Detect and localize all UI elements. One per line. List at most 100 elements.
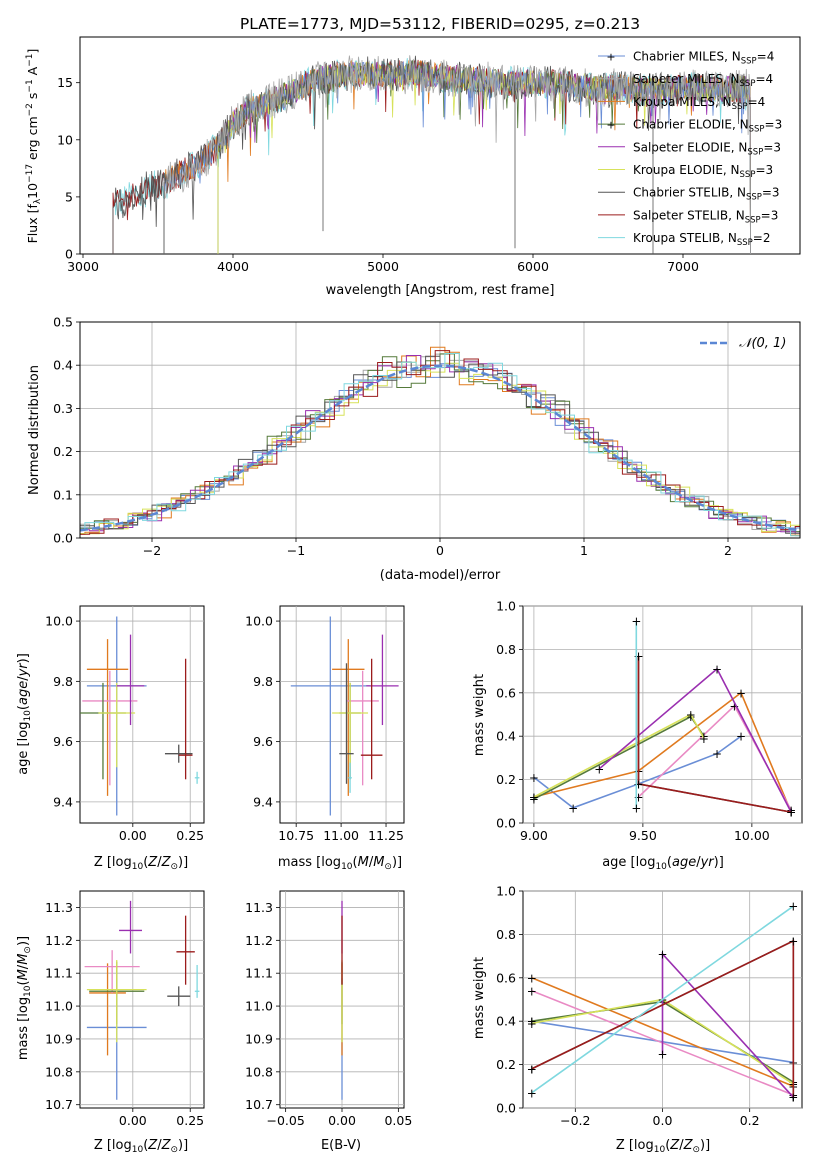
residuals-xtick-label: 2 (724, 543, 732, 558)
massEbv-ytick-label: 11.1 (245, 966, 273, 981)
weightAge-xtick-label: 10.00 (734, 828, 770, 843)
weightZ-point-marker: + (527, 971, 537, 985)
ageZ-ylabel: age [log10(age/yr)] (16, 653, 33, 775)
ageZ-ytick-label: 9.6 (53, 734, 73, 749)
residuals-xtick-label: 0 (436, 543, 444, 558)
weightAge-point-marker: + (529, 793, 539, 807)
weightZ-ytick-label: 1.0 (496, 884, 516, 899)
legend-label: Chabrier STELIB, NSSP=3 (633, 186, 780, 203)
ageMass-ytick-label: 9.4 (253, 794, 273, 809)
weightAge-point-marker: + (786, 806, 796, 820)
massEbv-xtick-label: −0.05 (266, 1113, 304, 1128)
massEbv-ytick-label: 10.7 (245, 1097, 273, 1112)
spectrum-xtick-label: 3000 (67, 259, 99, 274)
spectrum-lines (112, 55, 751, 255)
weightAge-point-marker: + (633, 790, 643, 804)
legend-label: Salpeter STELIB, NSSP=3 (633, 208, 778, 225)
weightAge-point-marker: + (529, 790, 539, 804)
massEbv-ytick-label: 11.0 (245, 999, 273, 1014)
spectrum-ytick-label: 10 (57, 132, 73, 147)
legend-marker: + (606, 51, 615, 64)
massZ-xtick-label: 0.25 (176, 1113, 204, 1128)
ageZ-ytick-label: 9.8 (53, 674, 73, 689)
massZ-xlabel: Z [log10(Z/Z⊙)] (94, 1138, 188, 1155)
massEbv-panel: −0.05 0.00 0.05 10.7 10.8 10.9 11.0 11.1 11.2 11.… (245, 890, 412, 1128)
weightAge-series-line (637, 655, 792, 813)
weightZ-point-marker: + (788, 1091, 798, 1105)
weightAge-point-marker: + (786, 806, 796, 820)
weightZ-point-marker: + (788, 900, 798, 914)
weightAge-point-marker: + (631, 615, 641, 629)
weightZ-ytick-label: 0.0 (496, 1101, 516, 1116)
legend-label: Salpeter ELODIE, NSSP=3 (633, 140, 781, 157)
weightZ-ytick-label: 0.2 (496, 1057, 516, 1072)
weightZ-series-line (531, 939, 795, 1098)
legend-label: Chabrier ELODIE, NSSP=3 (633, 118, 782, 135)
weightZ-point-marker: + (657, 1047, 667, 1061)
ageZ-ytick-label: 10.0 (45, 614, 73, 629)
ageMass-ytick-label: 9.6 (253, 734, 273, 749)
legend-marker: + (606, 119, 615, 132)
weightAge-point-marker: + (633, 649, 643, 663)
ageZ-xlabel: Z [log10(Z/Z⊙)] (94, 855, 188, 872)
ageZ-xtick-label: 0.25 (176, 828, 204, 843)
spectrum-xtick-label: 4000 (217, 259, 249, 274)
massEbv-ytick-label: 10.9 (245, 1031, 273, 1046)
weightZ-point-marker: + (527, 984, 537, 998)
massEbv-ytick-label: 10.8 (245, 1064, 273, 1079)
massEbv-xtick-label: 0.00 (328, 1113, 356, 1128)
weightZ-point-marker: + (788, 1091, 798, 1105)
figure-title: PLATE=1773, MJD=53112, FIBERID=0295, z=0… (240, 15, 640, 33)
massZ-ytick-label: 10.7 (45, 1097, 73, 1112)
spectrum-xtick-label: 6000 (517, 259, 549, 274)
ageMass-panel: 10.75 11.00 11.25 9.4 9.6 9.8 10.0 (245, 605, 405, 843)
weightAge-xtick-label: 9.50 (629, 828, 657, 843)
residuals-xlabel: (data-model)/error (380, 568, 501, 583)
ageZ-xtick-label: 0.00 (119, 828, 147, 843)
weightZ-panel: −0.2 0.0 0.20.00.20.40.60.81.0++++++++++++… (496, 884, 803, 1128)
weightZ-ylabel: mass weight (472, 957, 487, 1039)
legend-label: Kroupa ELODIE, NSSP=3 (633, 163, 773, 180)
spectrum-xtick-label: 7000 (667, 259, 699, 274)
massZ-panel: 0.00 0.25 10.7 10.8 10.9 11.0 11.1 11.2 11.3 (45, 890, 205, 1128)
spectrum-legend: + Chabrier MILES, NSSP=4 Salpeter MILES, N… (598, 50, 782, 248)
weightAge-point-marker: + (699, 732, 709, 746)
ageZ-axes-frame (79, 605, 205, 824)
massZ-ylabel: mass [log10(M/M⊙)] (16, 936, 33, 1060)
massZ-ytick-label: 11.1 (45, 966, 73, 981)
weightAge-series-line (533, 691, 792, 813)
weightAge-point-marker: + (529, 771, 539, 785)
weightAge-point-marker: + (736, 686, 746, 700)
weightAge-ytick-label: 0.6 (496, 685, 516, 700)
spectrum-ylabel: Flux [fλ10−17 erg cm−2 s−1 A−1] (25, 49, 43, 244)
weightAge-point-marker: + (729, 699, 739, 713)
legend-label: Kroupa MILES, NSSP=4 (633, 95, 765, 112)
ageMass-xtick-label: 10.75 (278, 828, 314, 843)
residuals-ticks: −2 −1 0 1 2 0.0 0.1 0.2 0.3 0.4 0.5 (53, 315, 732, 559)
weightZ-point-marker: + (527, 1015, 537, 1029)
weightZ-point-marker: + (788, 1091, 798, 1105)
weightZ-point-marker: + (657, 947, 667, 961)
residuals-ytick-label: 0.0 (53, 531, 73, 546)
residuals-xtick-label: 1 (580, 543, 588, 558)
weightAge-ytick-label: 0.8 (496, 642, 516, 657)
small-panels: 0.00 0.25 9.4 9.6 9.8 10.0 10.75 11.00 11.25 9.4 9… (45, 599, 803, 1128)
spectrum-ticks: 3000 4000 5000 6000 7000 0 5 10 15 (57, 75, 699, 274)
weightAge-point-marker: + (786, 806, 796, 820)
weightZ-xtick-label: 0.0 (653, 1113, 673, 1128)
weightAge-xtick-label: 9.00 (520, 828, 548, 843)
weightAge-series-line (598, 667, 792, 813)
weightZ-ytick-label: 0.8 (496, 927, 516, 942)
weightAge-point-marker: + (736, 730, 746, 744)
weightAge-point-marker: + (712, 747, 722, 761)
residuals-ytick-label: 0.4 (53, 358, 73, 373)
massEbv-ytick-label: 11.2 (245, 933, 273, 948)
legend-label: Salpeter MILES, NSSP=4 (633, 72, 773, 89)
weightAge-point-marker: + (686, 708, 696, 722)
massEbv-ytick-label: 11.3 (245, 900, 273, 915)
massZ-ytick-label: 11.2 (45, 933, 73, 948)
spectrum-ytick-label: 15 (57, 75, 73, 90)
massZ-axes-frame (79, 890, 205, 1109)
residuals-ytick-label: 0.5 (53, 315, 73, 330)
